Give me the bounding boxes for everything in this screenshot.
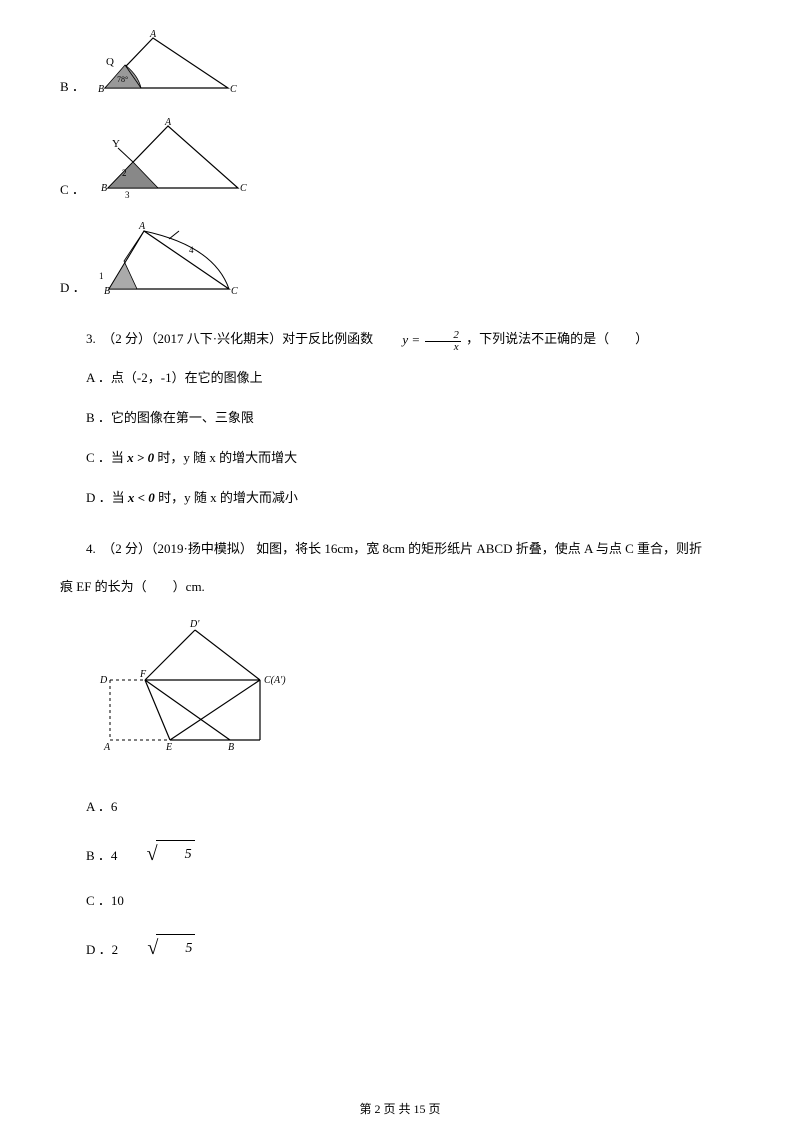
triangle-c-svg: A B C 2 3 Y bbox=[93, 118, 248, 203]
svg-text:78°: 78° bbox=[117, 75, 128, 84]
question-3: 3. （2 分）（2017 八下·兴化期末）对于反比例函数 y = 2 x ，下… bbox=[60, 326, 740, 511]
svg-text:B: B bbox=[228, 742, 234, 753]
svg-text:B: B bbox=[104, 286, 110, 297]
option-b-label: B ． bbox=[60, 76, 85, 95]
q3d-pre: D ．当 bbox=[86, 490, 128, 505]
q3-stem: 3. （2 分）（2017 八下·兴化期末）对于反比例函数 y = 2 x ，下… bbox=[60, 326, 740, 353]
svg-text:Q: Q bbox=[106, 56, 114, 68]
q4-line1: 4. （2 分）（2019·扬中模拟） 如图，将长 16cm，宽 8cm 的矩形… bbox=[60, 536, 740, 562]
svg-text:B: B bbox=[98, 84, 104, 95]
q4-option-d: D ．2 √5 bbox=[60, 928, 740, 968]
svg-text:3: 3 bbox=[125, 190, 130, 200]
q3d-var: x < 0 bbox=[128, 490, 155, 505]
q4d-pre: D ．2 bbox=[86, 942, 121, 957]
q3-frac-den: x bbox=[425, 342, 461, 353]
svg-text:C: C bbox=[240, 183, 247, 194]
q4b-sqrt: √5 bbox=[121, 834, 195, 874]
svg-text:D': D' bbox=[189, 619, 200, 630]
svg-text:B: B bbox=[101, 183, 107, 194]
q3-option-c: C ．当 x > 0 时，y 随 x 的增大而增大 bbox=[60, 445, 740, 471]
q3-option-a: A ．点（-2，-1）在它的图像上 bbox=[60, 365, 740, 391]
svg-text:D: D bbox=[99, 675, 108, 686]
q3-frac-num: 2 bbox=[425, 330, 461, 342]
svg-text:C(A'): C(A') bbox=[264, 675, 286, 686]
q3-formula: y = 2 x bbox=[376, 327, 463, 353]
svg-text:A: A bbox=[164, 118, 172, 128]
svg-text:C: C bbox=[231, 286, 238, 297]
q3-prefix: 3. （2 分）（2017 八下·兴化期末）对于反比例函数 bbox=[86, 331, 376, 346]
q4d-sqrt-val: 5 bbox=[156, 934, 195, 963]
question-4: 4. （2 分）（2019·扬中模拟） 如图，将长 16cm，宽 8cm 的矩形… bbox=[60, 536, 740, 968]
q4-line2: 痕 EF 的长为（ ）cm. bbox=[60, 574, 740, 600]
q3-option-d: D ．当 x < 0 时，y 随 x 的增大而减小 bbox=[60, 485, 740, 511]
q4-fold-svg: A B C(A') D D' E F bbox=[90, 615, 290, 760]
q4b-sqrt-val: 5 bbox=[156, 840, 195, 869]
triangle-d-svg: A B C 1 4 bbox=[94, 221, 249, 301]
svg-text:1: 1 bbox=[99, 271, 104, 281]
figure-option-b: B ． A B C 78° Q bbox=[60, 30, 740, 100]
figure-option-c: C ． A B C 2 3 Y bbox=[60, 118, 740, 203]
q3d-mid: 时，y 随 x 的增大而减小 bbox=[155, 490, 298, 505]
q4-option-c: C ．10 bbox=[60, 888, 740, 914]
triangle-b-svg: A B C 78° Q bbox=[93, 30, 238, 100]
figure-option-d: D ． A B C 1 4 bbox=[60, 221, 740, 301]
q3-y-equals: y = bbox=[402, 332, 420, 347]
svg-text:F: F bbox=[139, 669, 147, 680]
svg-text:2: 2 bbox=[122, 168, 127, 178]
q3-suffix: ，下列说法不正确的是（ ） bbox=[466, 331, 648, 346]
svg-text:E: E bbox=[165, 742, 172, 753]
q3c-pre: C ．当 bbox=[86, 450, 127, 465]
q3-option-b: B ．它的图像在第一、三象限 bbox=[60, 405, 740, 431]
q4b-pre: B ．4 bbox=[86, 848, 121, 863]
option-d-label: D ． bbox=[60, 277, 86, 296]
q3c-mid: 时，y 随 x 的增大而增大 bbox=[154, 450, 297, 465]
svg-text:A: A bbox=[103, 742, 111, 753]
svg-text:Y: Y bbox=[112, 138, 120, 150]
svg-text:C: C bbox=[230, 84, 237, 95]
q4-figure: A B C(A') D D' E F bbox=[90, 615, 740, 769]
svg-text:4: 4 bbox=[189, 245, 194, 255]
q3c-var: x > 0 bbox=[127, 450, 154, 465]
svg-text:A: A bbox=[149, 30, 157, 40]
q4-option-b: B ．4 √5 bbox=[60, 834, 740, 874]
q4-option-a: A ．6 bbox=[60, 794, 740, 820]
q4d-sqrt: √5 bbox=[121, 928, 195, 968]
page-footer: 第 2 页 共 15 页 bbox=[0, 1100, 800, 1117]
option-c-label: C ． bbox=[60, 179, 85, 198]
svg-text:A: A bbox=[138, 221, 146, 232]
